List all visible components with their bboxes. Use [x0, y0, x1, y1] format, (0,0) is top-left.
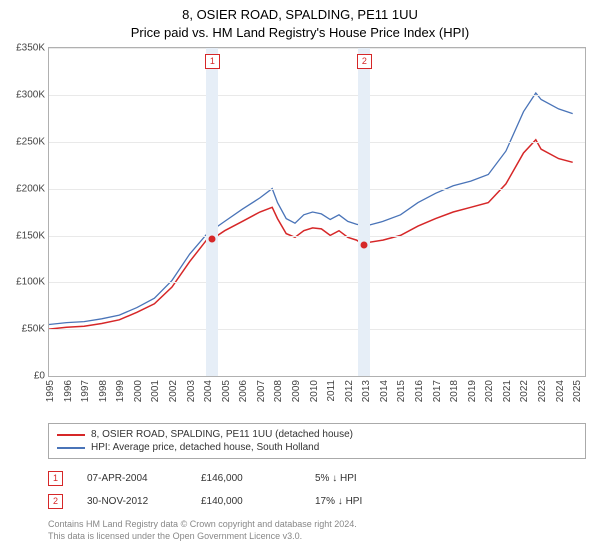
- legend-label-2: HPI: Average price, detached house, Sout…: [91, 442, 319, 453]
- transaction-date-1: 07-APR-2004: [87, 473, 177, 484]
- legend: 8, OSIER ROAD, SPALDING, PE11 1UU (detac…: [48, 423, 586, 459]
- x-axis-label: 1995: [45, 380, 56, 402]
- x-axis-label: 2018: [449, 380, 460, 402]
- x-axis-label: 1996: [63, 380, 74, 402]
- transaction-point: [360, 241, 367, 248]
- legend-swatch-1: [57, 434, 85, 436]
- legend-swatch-2: [57, 447, 85, 449]
- x-axis-label: 2010: [309, 380, 320, 402]
- chart-title: 8, OSIER ROAD, SPALDING, PE11 1UU Price …: [0, 0, 600, 41]
- footer-attribution: Contains HM Land Registry data © Crown c…: [48, 519, 586, 542]
- x-axis-label: 2014: [379, 380, 390, 402]
- y-axis-label: £0: [34, 371, 45, 382]
- y-axis-label: £350K: [16, 43, 45, 54]
- transaction-band: [206, 48, 218, 376]
- x-axis-label: 2003: [186, 380, 197, 402]
- x-axis-label: 2015: [396, 380, 407, 402]
- x-axis-label: 1999: [115, 380, 126, 402]
- chart-container: 8, OSIER ROAD, SPALDING, PE11 1UU Price …: [0, 0, 600, 560]
- x-axis-label: 2017: [432, 380, 443, 402]
- x-axis-label: 2013: [361, 380, 372, 402]
- legend-row-series-2: HPI: Average price, detached house, Sout…: [57, 441, 577, 454]
- transaction-price-2: £140,000: [201, 496, 291, 507]
- x-axis-label: 2024: [555, 380, 566, 402]
- y-axis-label: £200K: [16, 183, 45, 194]
- legend-label-1: 8, OSIER ROAD, SPALDING, PE11 1UU (detac…: [91, 429, 353, 440]
- transaction-delta-1: 5% ↓ HPI: [315, 473, 405, 484]
- x-axis-label: 2006: [238, 380, 249, 402]
- x-axis-label: 2016: [414, 380, 425, 402]
- y-axis-label: £100K: [16, 277, 45, 288]
- x-axis-label: 2023: [537, 380, 548, 402]
- transaction-row: 1 07-APR-2004 £146,000 5% ↓ HPI: [48, 467, 586, 490]
- x-axis-label: 2002: [168, 380, 179, 402]
- transaction-date-2: 30-NOV-2012: [87, 496, 177, 507]
- x-axis-label: 2008: [273, 380, 284, 402]
- transaction-marker-1: 1: [48, 471, 63, 486]
- transaction-table: 1 07-APR-2004 £146,000 5% ↓ HPI 2 30-NOV…: [48, 467, 586, 513]
- y-axis-label: £300K: [16, 89, 45, 100]
- x-axis-label: 2020: [484, 380, 495, 402]
- y-axis-label: £250K: [16, 136, 45, 147]
- title-line-2: Price paid vs. HM Land Registry's House …: [131, 25, 469, 40]
- x-axis-label: 2004: [203, 380, 214, 402]
- chart-lines-svg: [49, 48, 585, 376]
- y-axis-label: £50K: [22, 324, 45, 335]
- x-axis-label: 2025: [572, 380, 583, 402]
- chart-plot-area: £0£50K£100K£150K£200K£250K£300K£350K1995…: [48, 47, 586, 377]
- footer-line-1: Contains HM Land Registry data © Crown c…: [48, 519, 357, 529]
- x-axis-label: 2012: [344, 380, 355, 402]
- legend-row-series-1: 8, OSIER ROAD, SPALDING, PE11 1UU (detac…: [57, 428, 577, 441]
- transaction-marker-box: 2: [357, 54, 372, 69]
- x-axis-label: 2005: [221, 380, 232, 402]
- transaction-point: [208, 236, 215, 243]
- x-axis-label: 2007: [256, 380, 267, 402]
- x-axis-label: 2022: [519, 380, 530, 402]
- y-axis-label: £150K: [16, 230, 45, 241]
- chart-series-line: [49, 93, 573, 325]
- x-axis-label: 1997: [80, 380, 91, 402]
- x-axis-label: 1998: [98, 380, 109, 402]
- x-axis-label: 2011: [326, 380, 337, 402]
- transaction-row: 2 30-NOV-2012 £140,000 17% ↓ HPI: [48, 490, 586, 513]
- footer-line-2: This data is licensed under the Open Gov…: [48, 531, 302, 541]
- x-axis-label: 2019: [467, 380, 478, 402]
- transaction-marker-2: 2: [48, 494, 63, 509]
- x-axis-label: 2021: [502, 380, 513, 402]
- x-axis-label: 2000: [133, 380, 144, 402]
- title-line-1: 8, OSIER ROAD, SPALDING, PE11 1UU: [182, 7, 418, 22]
- x-axis-label: 2001: [150, 380, 161, 402]
- transaction-band: [358, 48, 370, 376]
- transaction-delta-2: 17% ↓ HPI: [315, 496, 405, 507]
- transaction-marker-box: 1: [205, 54, 220, 69]
- x-axis-label: 2009: [291, 380, 302, 402]
- transaction-price-1: £146,000: [201, 473, 291, 484]
